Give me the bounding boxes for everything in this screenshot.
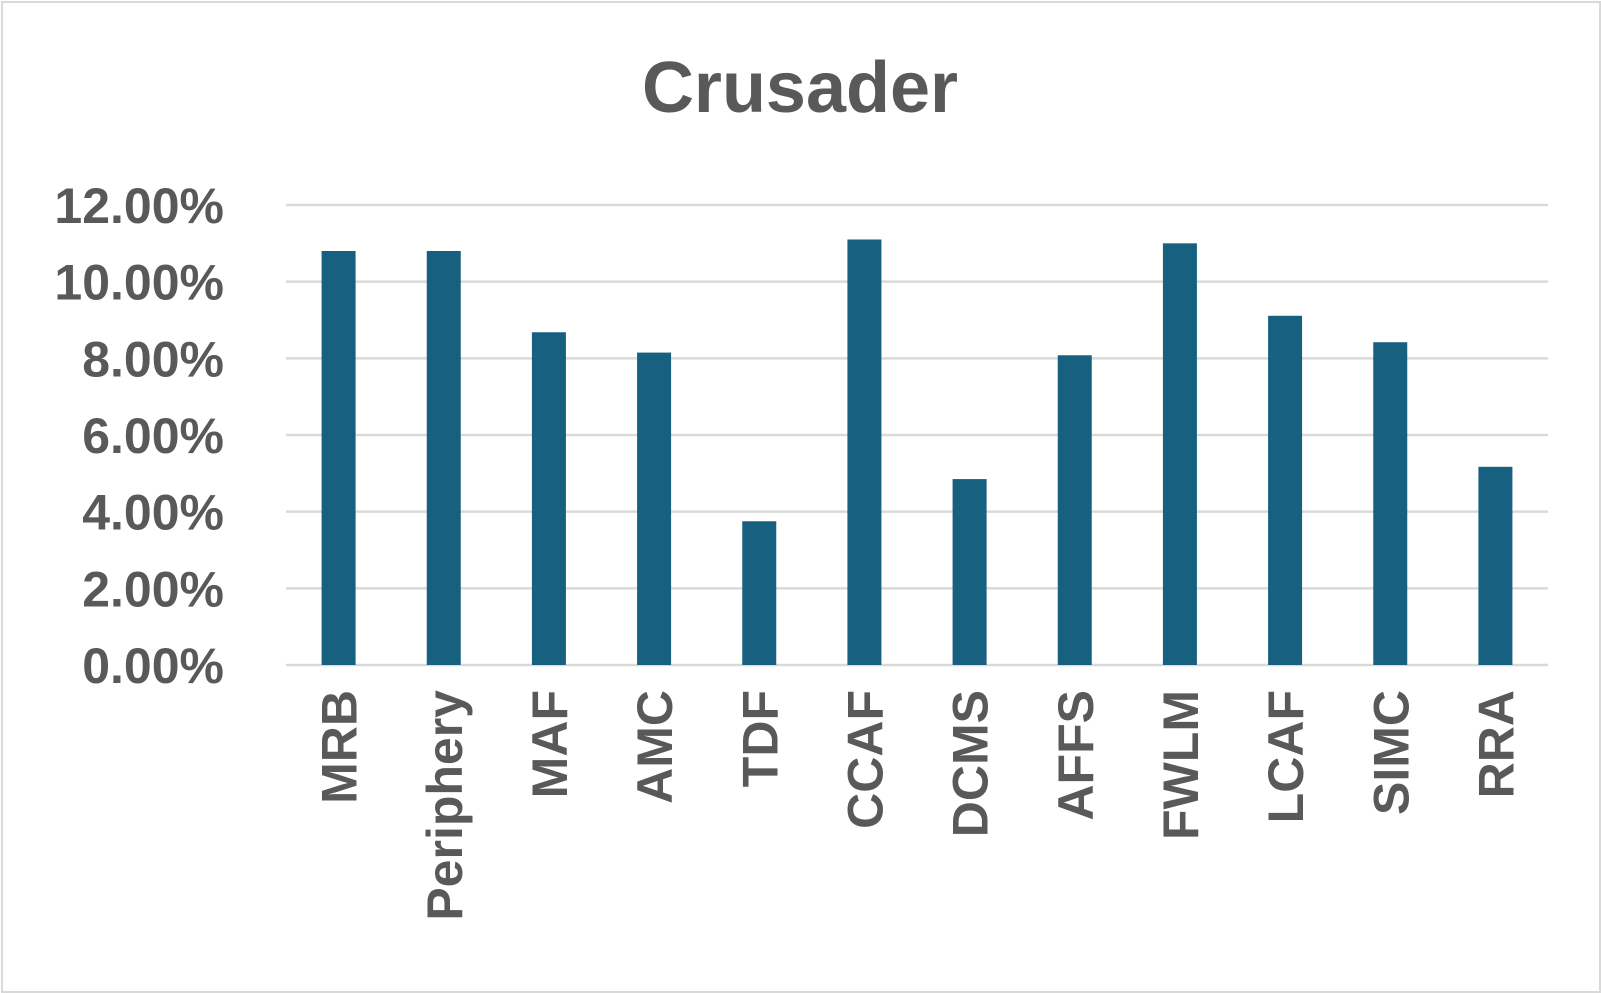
x-tick-label-simc: SIMC bbox=[1363, 690, 1419, 815]
y-tick-label: 10.00% bbox=[54, 255, 224, 311]
bar-amc bbox=[637, 352, 672, 665]
bar-dcms bbox=[952, 479, 987, 665]
x-tick-label-fwlm: FWLM bbox=[1153, 690, 1209, 840]
x-tick-label-dcms: DCMS bbox=[943, 690, 999, 837]
bar-ccaf bbox=[847, 239, 882, 665]
y-axis-ticks: 0.00% 2.00% 4.00% 6.00% 8.00% 10.00% 12.00% bbox=[54, 178, 224, 694]
x-tick-label-rra: RRA bbox=[1468, 690, 1524, 798]
bars bbox=[321, 239, 1513, 666]
x-tick-label-tdf: TDF bbox=[732, 690, 788, 787]
x-tick-label-affs: AFFS bbox=[1048, 690, 1104, 821]
y-tick-label: 4.00% bbox=[82, 485, 224, 541]
x-tick-label-lcaf: LCAF bbox=[1258, 690, 1314, 823]
x-tick-label-mrb: MRB bbox=[312, 690, 368, 804]
bar-affs bbox=[1057, 355, 1092, 665]
chart-title: Crusader bbox=[642, 48, 958, 128]
x-axis-ticks: MRB Periphery MAF AMC TDF CCAF DCMS AFFS FWLM LCA… bbox=[312, 690, 1525, 921]
x-tick-label-periphery: Periphery bbox=[417, 690, 473, 921]
bar-tdf bbox=[742, 521, 777, 665]
y-tick-label: 8.00% bbox=[82, 331, 224, 387]
y-tick-label: 12.00% bbox=[54, 178, 224, 234]
x-tick-label-ccaf: CCAF bbox=[837, 690, 893, 829]
bar-periphery bbox=[426, 251, 461, 665]
bar-maf bbox=[531, 332, 566, 665]
bar-fwlm bbox=[1162, 243, 1197, 666]
gridlines bbox=[286, 203, 1548, 667]
bar-mrb bbox=[321, 251, 356, 665]
y-tick-label: 6.00% bbox=[82, 408, 224, 464]
y-tick-label: 0.00% bbox=[82, 638, 224, 694]
y-tick-label: 2.00% bbox=[82, 561, 224, 617]
bar-simc bbox=[1373, 342, 1408, 665]
bar-rra bbox=[1478, 466, 1513, 665]
x-tick-label-amc: AMC bbox=[627, 690, 683, 804]
bar-lcaf bbox=[1268, 315, 1303, 665]
x-tick-label-maf: MAF bbox=[522, 690, 578, 798]
